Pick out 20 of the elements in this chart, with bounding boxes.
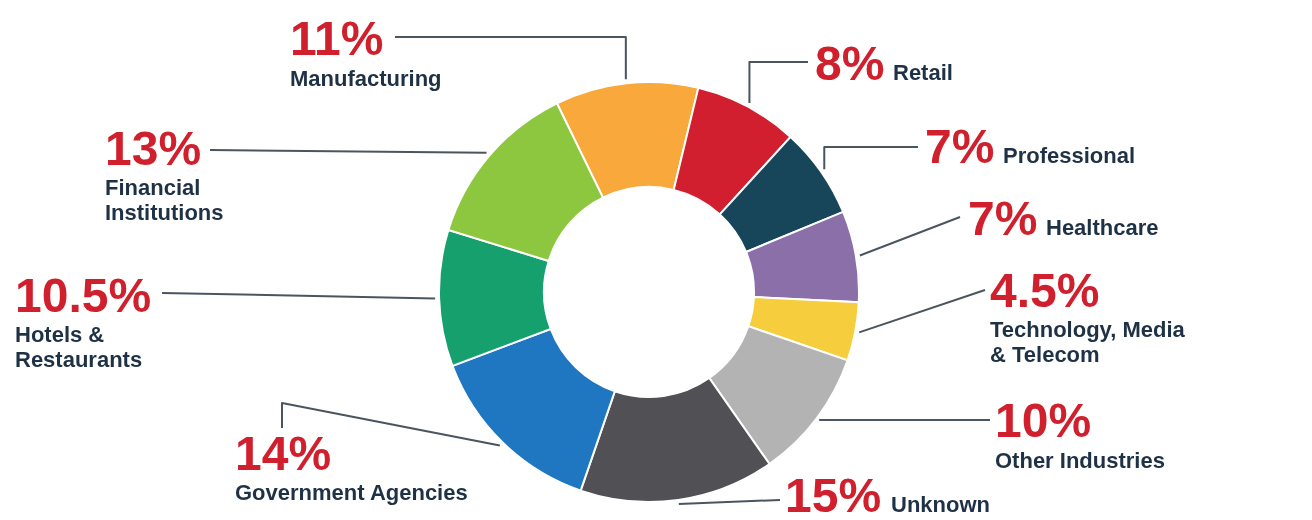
data-label: 7% bbox=[968, 192, 1038, 245]
slice-label: Government Agencies bbox=[235, 480, 468, 505]
data-label: 14% bbox=[235, 427, 332, 480]
slice-label: Retail bbox=[893, 60, 953, 85]
data-label: 10% bbox=[995, 394, 1092, 447]
data-label: 4.5% bbox=[990, 264, 1100, 317]
slice-label: Financial Institutions bbox=[105, 175, 224, 225]
slice-label: Unknown bbox=[891, 492, 990, 517]
slice-label: Manufacturing bbox=[290, 66, 442, 91]
data-label: 15% bbox=[785, 469, 882, 520]
slice-label: Hotels & Restaurants bbox=[15, 322, 143, 372]
data-label: 8% bbox=[815, 37, 885, 90]
slice-label: Professional bbox=[1003, 143, 1136, 168]
data-label: 13% bbox=[105, 122, 202, 175]
data-label: 11% bbox=[290, 12, 384, 65]
data-label: 7% bbox=[925, 120, 995, 173]
slice-label: Healthcare bbox=[1046, 215, 1159, 240]
slice-label: Other Industries bbox=[995, 448, 1165, 473]
data-label: 10.5% bbox=[15, 269, 152, 322]
slice-label: Technology, Media & Telecom bbox=[990, 317, 1186, 367]
